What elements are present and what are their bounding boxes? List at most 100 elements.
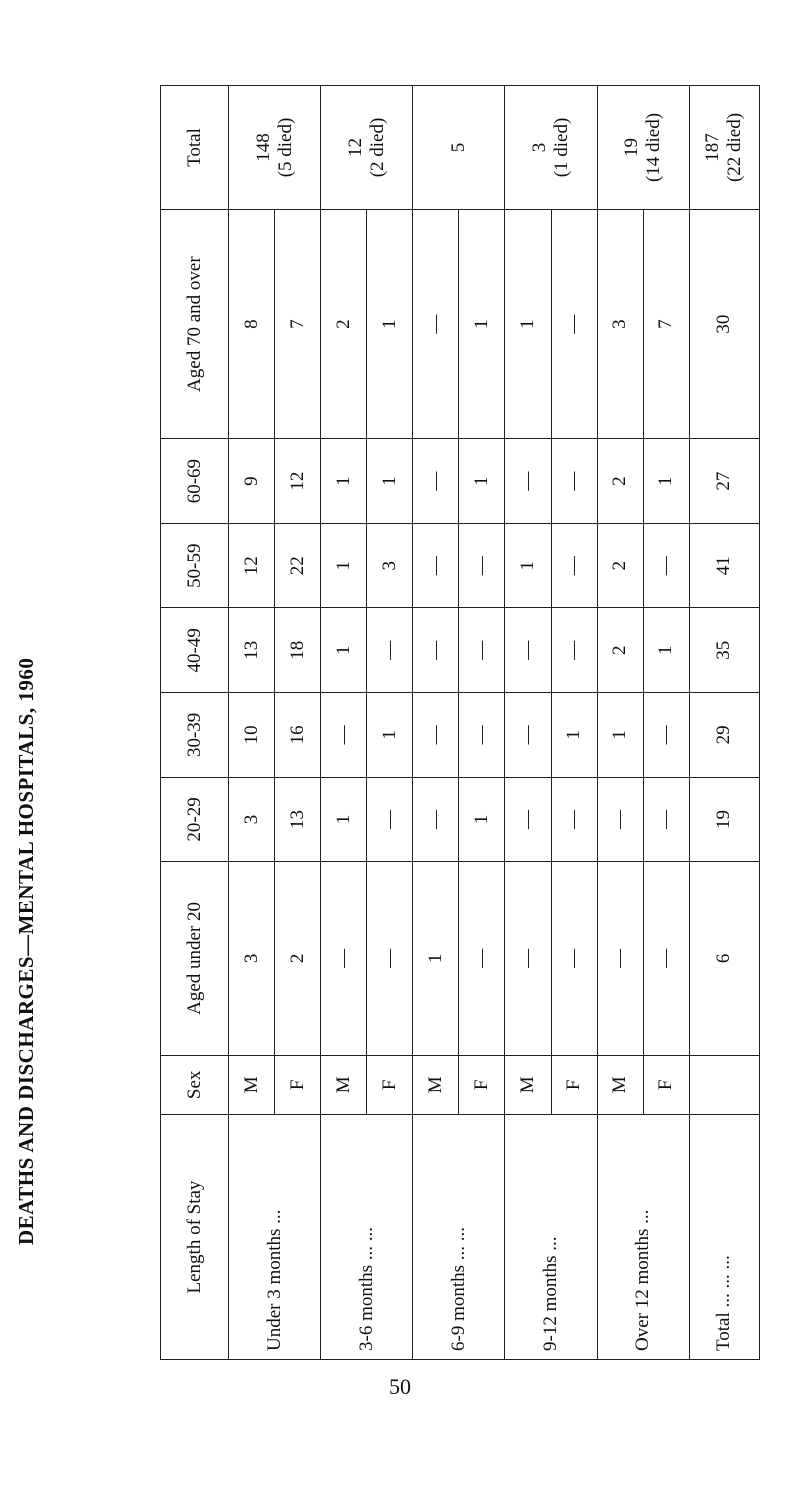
sex-cell: M (412, 1055, 459, 1115)
total-cell: 19 (14 died) (597, 85, 690, 210)
value-cell: — (504, 607, 552, 693)
value-cell: — (320, 861, 367, 1056)
value-cell: 2 (320, 209, 367, 439)
value-cell: 1 (412, 861, 459, 1056)
column-header: Aged under 20 (160, 861, 229, 1056)
value-cell: 1 (458, 777, 505, 862)
value-cell: 3 (597, 209, 644, 439)
total-cell: 148 (5 died) (228, 85, 321, 210)
value-cell: 1 (366, 692, 413, 778)
column-header: 60-69 (160, 438, 229, 524)
value-cell: — (458, 861, 505, 1056)
value-cell: — (551, 607, 598, 693)
value-cell: 30 (689, 209, 760, 439)
value-cell: 1 (504, 209, 552, 439)
sex-cell: F (643, 1055, 690, 1115)
total-value: 148 (252, 133, 274, 162)
column-header: 50-59 (160, 523, 229, 608)
sex-cell: F (458, 1055, 505, 1115)
value-cell: 27 (689, 438, 760, 524)
value-cell: 16 (274, 692, 321, 778)
value-cell: — (412, 438, 459, 524)
value-cell: — (597, 861, 644, 1056)
value-cell: 22 (274, 523, 321, 608)
value-cell: 1 (504, 523, 552, 608)
length-of-stay-cell: 9-12 months ... (504, 1114, 598, 1360)
value-cell: 2 (597, 607, 644, 693)
value-cell: 3 (366, 523, 413, 608)
value-cell: 2 (597, 438, 644, 524)
total-cell: 5 (412, 85, 505, 210)
value-cell: — (643, 861, 690, 1056)
table-row: 6-9 months ... ... M 1— — — — — —5 (412, 85, 505, 1360)
total-value: 5 (447, 142, 469, 153)
total-value: 3 (529, 142, 551, 153)
value-cell: 1 (366, 438, 413, 524)
table-row: 9-12 months ... M — — — —1—1 3 (1 died) (504, 85, 598, 1360)
value-cell: — (504, 777, 552, 862)
discharges-table: Length of Stay Sex Aged under 20 20-29 30-39… (160, 85, 760, 1360)
value-cell: 41 (689, 523, 760, 608)
value-cell: — (551, 523, 598, 608)
value-cell: 1 (320, 607, 367, 693)
column-header: Sex (160, 1055, 229, 1115)
total-row: Total ... ... ... 6 19 29 35 41 27 30 187 (22 die… (689, 85, 760, 1360)
sex-cell: M (597, 1055, 644, 1115)
table-row: 3-6 months ... ... M —1—1 1 1 2 12 (2 died) (320, 85, 413, 1360)
value-cell: — (320, 692, 367, 778)
sex-cell: M (504, 1055, 552, 1115)
value-cell: 3 (228, 777, 275, 862)
length-of-stay-cell: Over 12 months ... (597, 1114, 690, 1360)
value-cell: 1 (366, 209, 413, 439)
value-cell: 1 (551, 692, 598, 778)
value-cell: 6 (689, 861, 760, 1056)
value-cell: 13 (274, 777, 321, 862)
length-of-stay-cell: 3-6 months ... ... (320, 1114, 413, 1360)
died-count: (14 died) (643, 112, 665, 183)
value-cell: 2 (274, 861, 321, 1056)
value-cell: 1 (643, 438, 690, 524)
value-cell: — (551, 438, 598, 524)
value-cell: — (458, 692, 505, 778)
column-header: Total (160, 85, 229, 210)
value-cell: — (551, 861, 598, 1056)
total-value: 19 (621, 137, 643, 157)
value-cell: — (412, 523, 459, 608)
value-cell: 1 (320, 438, 367, 524)
total-cell: 187 (22 died) (689, 85, 760, 210)
sex-cell: F (366, 1055, 413, 1115)
value-cell: 1 (320, 523, 367, 608)
value-cell: — (366, 777, 413, 862)
value-cell: 7 (274, 209, 321, 439)
value-cell: — (366, 861, 413, 1056)
died-count: (22 died) (724, 112, 746, 183)
header-row: Length of Stay Sex Aged under 20 20-29 30-39… (160, 85, 229, 1360)
total-cell: 12 (2 died) (320, 85, 413, 210)
value-cell: — (412, 607, 459, 693)
total-value: 187 (702, 133, 724, 162)
value-cell: 12 (274, 438, 321, 524)
page-number: 50 (389, 1374, 411, 1399)
value-cell: — (643, 777, 690, 862)
column-header: 40-49 (160, 607, 229, 693)
value-cell: 9 (228, 438, 275, 524)
value-cell: — (412, 692, 459, 778)
value-cell: 35 (689, 607, 760, 693)
value-cell: 12 (228, 523, 275, 608)
value-cell: — (366, 607, 413, 693)
value-cell: — (504, 692, 552, 778)
value-cell: — (504, 861, 552, 1056)
length-of-stay-cell: Under 3 months ... (228, 1114, 321, 1360)
died-count: (2 died) (366, 117, 388, 178)
value-cell: — (412, 777, 459, 862)
sex-cell: M (228, 1055, 275, 1115)
column-header: Length of Stay (160, 1114, 229, 1360)
column-header: Aged 70 and over (160, 209, 229, 439)
value-cell: — (643, 692, 690, 778)
length-of-stay-cell: Total ... ... ... (689, 1114, 760, 1360)
died-count: (5 died) (274, 117, 296, 178)
value-cell: — (458, 607, 505, 693)
discharges-table-container: Length of Stay Sex Aged under 20 20-29 30-39… (160, 85, 760, 1360)
length-of-stay-cell: 6-9 months ... ... (412, 1114, 505, 1360)
value-cell: 7 (643, 209, 690, 439)
